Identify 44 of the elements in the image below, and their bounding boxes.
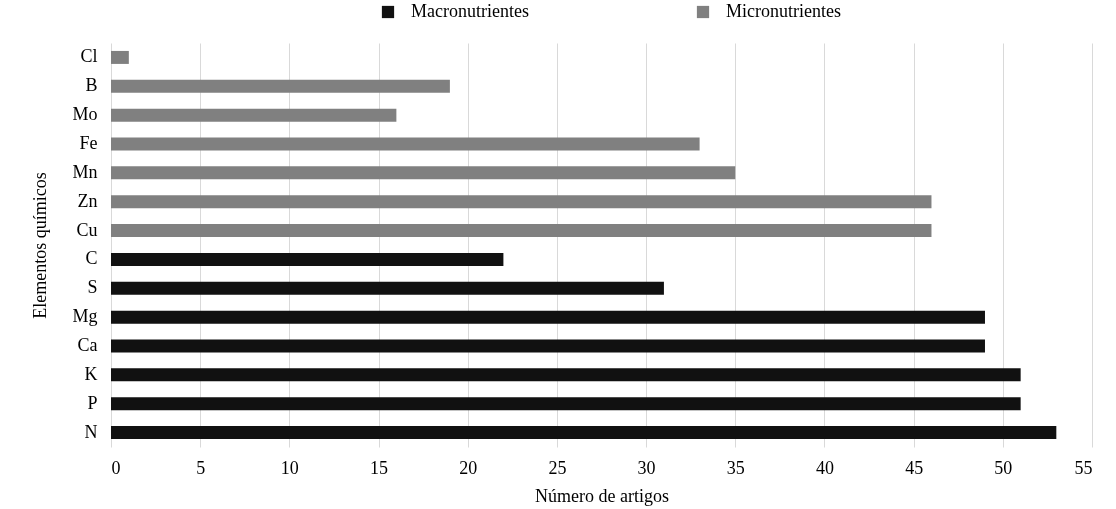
y-tick-label: Mo — [72, 104, 98, 125]
y-tick-label: P — [87, 392, 98, 413]
bar — [111, 195, 932, 209]
bar — [111, 79, 450, 93]
bar — [111, 224, 932, 238]
y-tick-label: Mn — [72, 161, 98, 182]
bar — [111, 339, 985, 353]
x-tick-label: 25 — [548, 457, 567, 478]
bar — [111, 368, 1021, 382]
bar — [111, 137, 700, 151]
bar — [111, 108, 397, 122]
bar — [111, 50, 129, 64]
y-axis-title: Elementos químicos — [30, 172, 51, 319]
x-axis-title: Número de artigos — [535, 485, 669, 506]
x-tick-label: 55 — [1074, 457, 1093, 478]
bar — [111, 252, 504, 266]
x-tick-label: 50 — [994, 457, 1013, 478]
y-tick-label: Mg — [72, 306, 98, 327]
x-tick-label: 40 — [815, 457, 834, 478]
y-tick-label: Cl — [80, 46, 98, 67]
bar — [111, 281, 664, 295]
bar — [111, 166, 736, 180]
y-tick-label: Cu — [76, 219, 98, 240]
y-tick-label: B — [85, 75, 98, 96]
x-tick-label: 35 — [726, 457, 745, 478]
x-tick-label: 30 — [637, 457, 656, 478]
x-tick-label: 20 — [459, 457, 478, 478]
y-tick-label: N — [84, 421, 98, 442]
bar — [111, 426, 1057, 440]
y-tick-label: Ca — [77, 335, 98, 355]
x-tick-label: 45 — [905, 457, 924, 478]
y-tick-label: Fe — [79, 133, 98, 153]
bar — [111, 310, 985, 324]
y-tick-label: Zn — [77, 190, 98, 211]
y-tick-label: K — [84, 363, 98, 384]
x-tick-label: 0 — [111, 457, 121, 478]
y-tick-label: C — [85, 248, 98, 269]
x-tick-label: 15 — [370, 457, 389, 478]
y-tick-label: S — [87, 277, 98, 298]
legend-label: Micronutrientes — [726, 1, 841, 21]
x-tick-label: 10 — [280, 457, 299, 478]
x-tick-label: 5 — [196, 457, 206, 478]
legend-label: Macronutrientes — [411, 1, 529, 21]
bar — [111, 397, 1021, 411]
